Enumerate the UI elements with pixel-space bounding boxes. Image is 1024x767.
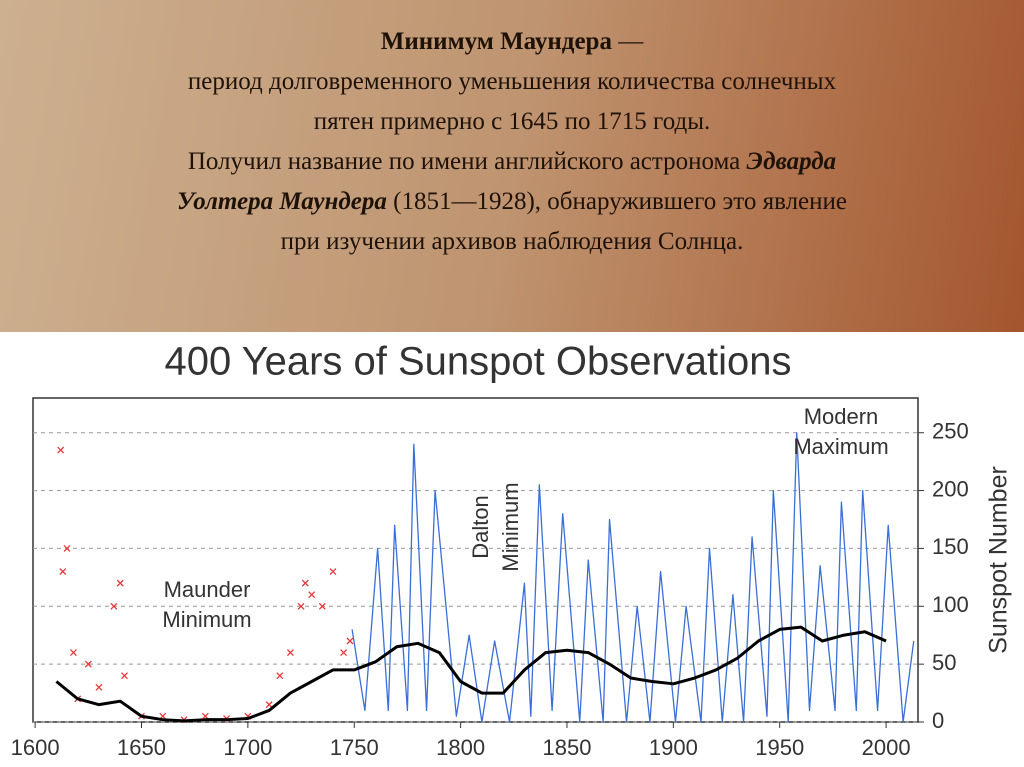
y-tick-label: 100: [932, 592, 969, 617]
annotation-line: Dalton: [468, 495, 493, 559]
annotation-line: Minimum: [162, 607, 251, 632]
series-line: [351, 432, 915, 723]
x-tick-label: 1800: [436, 735, 485, 760]
text-span: Эдварда: [746, 148, 837, 175]
series-line: [55, 625, 887, 723]
annotation: Dalton Minimum: [468, 482, 523, 571]
cross-marker: [116, 579, 124, 587]
cross-marker: [59, 568, 67, 576]
cross-marker: [276, 672, 284, 680]
text-span: период долговременного уменьшения количе…: [187, 68, 837, 95]
annotation-line: Maximum: [793, 434, 888, 459]
y-tick-label: 200: [932, 476, 969, 501]
annotation: Modern Maximum: [793, 404, 888, 459]
text-span: (1851—1928), обнаружившего это явление: [386, 188, 848, 215]
text-span: Получил название по имени английского ас…: [187, 148, 747, 175]
text-span: при изучении архивов наблюдения Солнца.: [280, 228, 744, 255]
cross-marker: [286, 649, 294, 657]
cross-marker: [329, 568, 337, 576]
cross-marker: [95, 683, 103, 691]
cross-marker: [297, 602, 305, 610]
cross-marker: [346, 637, 354, 645]
text-span: Минимум Маундера: [380, 28, 612, 55]
y-tick-label: 250: [932, 419, 969, 444]
slide-text: Минимум Маундера — период долговременного…: [20, 22, 1004, 262]
cross-marker: [301, 579, 309, 587]
x-tick-label: 1700: [223, 735, 272, 760]
chart: 400 Years of Sunspot Observations 0 50 100…: [11, 340, 1013, 760]
cross-marker: [121, 672, 128, 680]
x-tick-label: 1600: [11, 735, 60, 760]
text-line: период долговременного уменьшения количе…: [20, 62, 1004, 102]
cross-marker: [110, 602, 118, 610]
text-line: Минимум Маундера —: [20, 22, 1004, 62]
x-tick-label: 1750: [330, 735, 379, 760]
cross-marker: [84, 660, 92, 668]
annotation-line: Minimum: [498, 482, 523, 571]
x-tick-label: 1900: [649, 735, 698, 760]
x-tick-label: 1650: [117, 735, 166, 760]
cross-marker: [57, 446, 65, 454]
cross-marker: [340, 649, 348, 657]
annotation-line: Maunder: [164, 577, 251, 602]
annotation-line: Modern: [804, 404, 879, 429]
header: Минимум Маундера — период долговременного…: [0, 0, 1024, 332]
text-line: Получил название по имени английского ас…: [20, 142, 1004, 182]
y-axis-label: Sunspot Number: [985, 466, 1013, 654]
text-line: Уолтера Маундера (1851—1928), обнаруживш…: [20, 182, 1004, 222]
text-span: пятен примерно с 1645 по 1715 годы.: [313, 108, 711, 135]
chart-title: 400 Years of Sunspot Observations: [164, 340, 791, 384]
cross-marker: [69, 649, 77, 657]
cross-marker: [265, 701, 273, 709]
text-line: при изучении архивов наблюдения Солнца.: [20, 222, 1004, 262]
y-tick-label: 50: [932, 650, 956, 675]
y-tick-label: 150: [932, 534, 969, 559]
x-tick-label: 1850: [543, 735, 592, 760]
text-span: —: [611, 28, 644, 55]
cross-marker: [318, 602, 326, 610]
annotation: Maunder Minimum: [162, 577, 251, 632]
x-tick-label: 1950: [755, 735, 804, 760]
text-line: пятен примерно с 1645 по 1715 годы.: [20, 102, 1004, 142]
y-tick-label: 0: [932, 708, 944, 733]
cross-marker: [308, 591, 316, 599]
cross-marker: [63, 544, 71, 552]
text-span: Уолтера Маундера: [176, 188, 387, 215]
x-tick-label: 2000: [862, 735, 911, 760]
